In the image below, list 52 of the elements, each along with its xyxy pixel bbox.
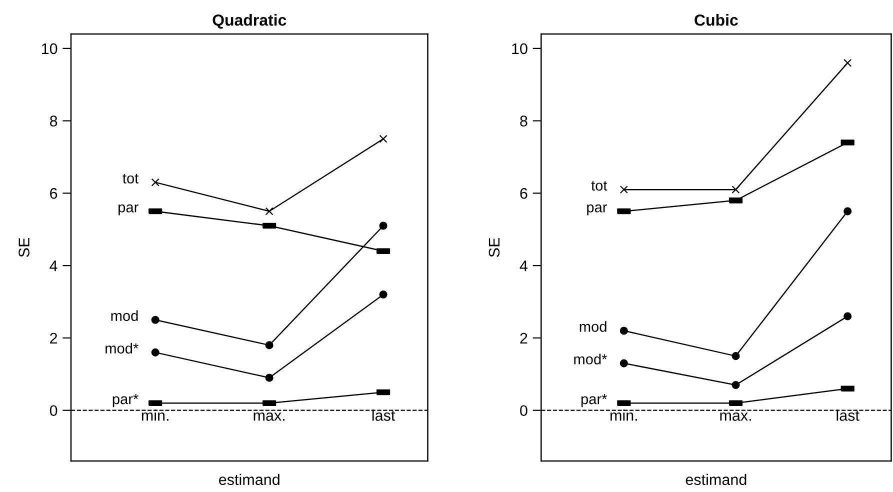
x-axis-title: estimand	[219, 474, 280, 486]
y-tick-label: 10	[512, 43, 528, 54]
chart-title: Quadratic	[212, 14, 286, 29]
point	[732, 352, 740, 360]
y-axis-title: SE	[18, 238, 30, 257]
point	[620, 326, 628, 335]
point	[265, 341, 274, 350]
y-tick-label: 6	[520, 188, 528, 199]
series-label: mod	[111, 310, 138, 321]
x-tick-label: last	[836, 410, 860, 421]
series-label: mod*	[106, 342, 138, 354]
point	[379, 134, 388, 143]
point	[265, 374, 274, 382]
series-label: mod	[580, 321, 606, 332]
x-tick-label: last	[372, 410, 396, 421]
point	[379, 290, 388, 299]
series-label: par	[118, 204, 138, 216]
y-tick-label: 8	[520, 116, 528, 126]
point	[620, 359, 628, 368]
point	[732, 380, 740, 390]
point	[151, 316, 160, 324]
point	[265, 207, 274, 216]
x-tick-label: min.	[142, 410, 168, 421]
y-tick-label: 6	[50, 188, 58, 199]
series-label: par*	[112, 394, 138, 408]
series-label: tot	[591, 181, 608, 191]
point	[151, 178, 160, 186]
y-tick-label: 0	[50, 405, 58, 416]
x-axis-title: estimand	[686, 474, 746, 486]
series-label: tot	[122, 174, 139, 184]
y-axis-title: SE	[488, 238, 500, 257]
x-tick-label: max.	[254, 412, 284, 421]
point	[732, 186, 740, 194]
x-tick-label: max.	[720, 412, 751, 421]
y-tick-label: 2	[50, 332, 58, 344]
x-tick-label: min.	[610, 410, 637, 421]
series-label: par*	[581, 394, 608, 408]
point	[844, 58, 852, 67]
y-tick-label: 8	[50, 116, 58, 126]
y-tick-label: 10	[42, 43, 58, 54]
chart-title: Cubic	[694, 14, 738, 26]
y-tick-label: 4	[520, 260, 528, 272]
series-label: mod*	[574, 354, 608, 364]
point	[844, 207, 852, 216]
y-tick-label: 0	[520, 405, 528, 416]
series-label: par	[587, 204, 608, 216]
point	[151, 348, 160, 356]
point	[844, 312, 852, 320]
point	[620, 186, 628, 194]
point	[379, 222, 388, 230]
y-tick-label: 4	[50, 260, 58, 272]
y-tick-label: 2	[520, 332, 528, 344]
